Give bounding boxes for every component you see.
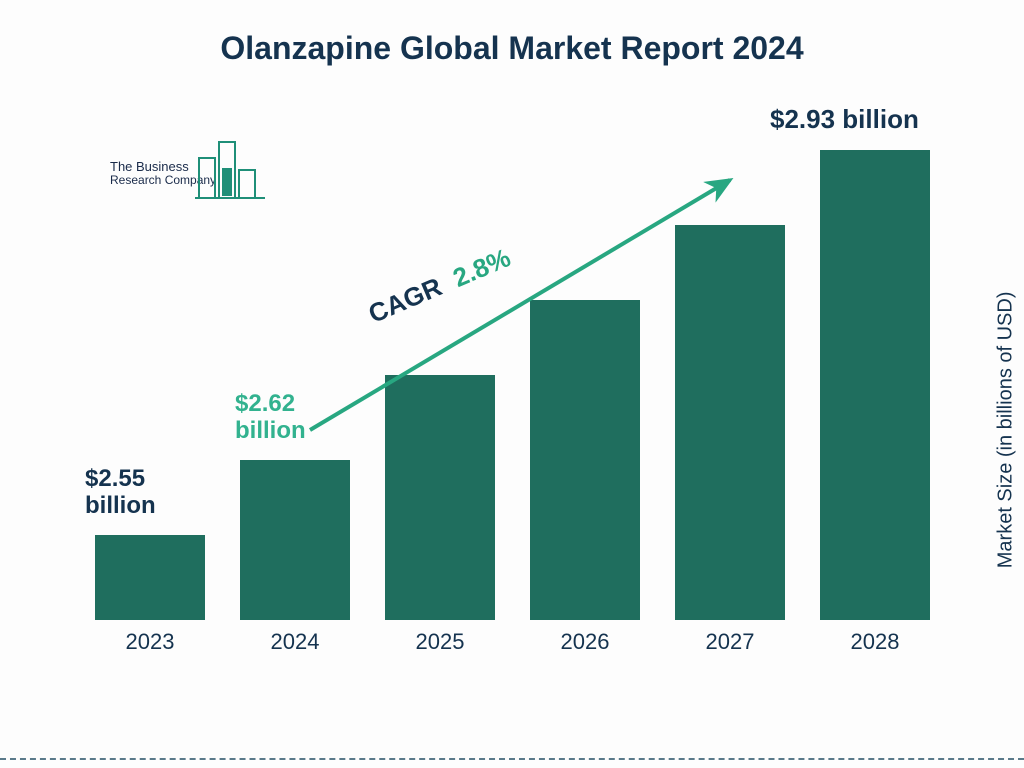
x-label-2028: 2028 [820,629,930,655]
x-label-2023: 2023 [95,629,205,655]
cagr-arrow [80,130,940,660]
bar-2026 [530,300,640,620]
callout-2024: $2.62billion [235,390,306,445]
bar-2023 [95,535,205,620]
callout-2028: $2.93 billion [770,105,919,135]
bar-2025 [385,375,495,620]
bar-2027 [675,225,785,620]
bar-2028 [820,150,930,620]
footer-divider [0,758,1024,760]
x-label-2024: 2024 [240,629,350,655]
y-axis-label: Market Size (in billions of USD) [995,292,1018,569]
cagr-label: CAGR 2.8% [364,242,515,330]
bar-chart: 2023 2024 2025 2026 2027 2028 $2.55billion $2… [80,130,940,660]
x-label-2027: 2027 [675,629,785,655]
cagr-word: CAGR [364,271,446,329]
x-label-2025: 2025 [385,629,495,655]
chart-title: Olanzapine Global Market Report 2024 [0,30,1024,67]
callout-2023: $2.55billion [85,465,156,520]
cagr-percent: 2.8% [448,242,514,293]
bar-2024 [240,460,350,620]
x-label-2026: 2026 [530,629,640,655]
